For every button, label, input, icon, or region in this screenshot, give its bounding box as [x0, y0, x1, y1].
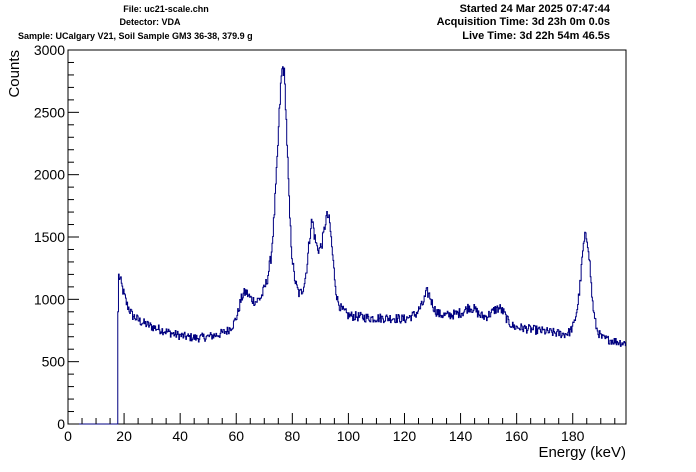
x-tick-label: 0	[64, 428, 72, 444]
x-tick-label: 60	[228, 428, 244, 444]
x-tick-label: 140	[449, 428, 473, 444]
x-tick-label: 100	[337, 428, 361, 444]
x-tick-label: 20	[116, 428, 132, 444]
y-tick-label: 0	[57, 416, 65, 432]
spectrum-series-line	[68, 66, 626, 425]
detector-label: Detector: VDA	[119, 17, 181, 27]
x-tick-label: 180	[561, 428, 585, 444]
acquisition-time-label: Acquisition Time: 3d 23h 0m 0.0s	[436, 16, 610, 28]
y-tick-label: 1000	[34, 291, 65, 307]
x-tick-label: 160	[505, 428, 529, 444]
x-tick-label: 40	[172, 428, 188, 444]
x-tick-label: 80	[285, 428, 301, 444]
live-time-label: Live Time: 3d 22h 54m 46.5s	[462, 30, 610, 42]
x-axis: 0 20 40 60 80 100 120 140 160 180	[64, 413, 616, 444]
plot-border	[67, 49, 627, 425]
series-layer	[68, 66, 626, 425]
started-label: Started 24 Mar 2025 07:47:44	[459, 3, 610, 15]
y-tick-label: 2500	[34, 104, 65, 120]
x-axis-label: Energy (keV)	[538, 444, 626, 461]
y-axis-label: Counts	[6, 50, 23, 98]
file-label: File: uc21-scale.chn	[123, 4, 209, 14]
y-axis: 0 500 1000 1500 2000 2500 3000	[34, 42, 79, 432]
y-tick-label: 3000	[34, 42, 65, 58]
y-tick-label: 1500	[34, 229, 65, 245]
x-tick-label: 120	[393, 428, 417, 444]
y-tick-label: 2000	[34, 167, 65, 183]
y-tick-label: 500	[42, 354, 66, 370]
sample-label: Sample: UCalgary V21, Soil Sample GM3 36…	[18, 31, 253, 41]
plot-frame	[67, 49, 627, 425]
